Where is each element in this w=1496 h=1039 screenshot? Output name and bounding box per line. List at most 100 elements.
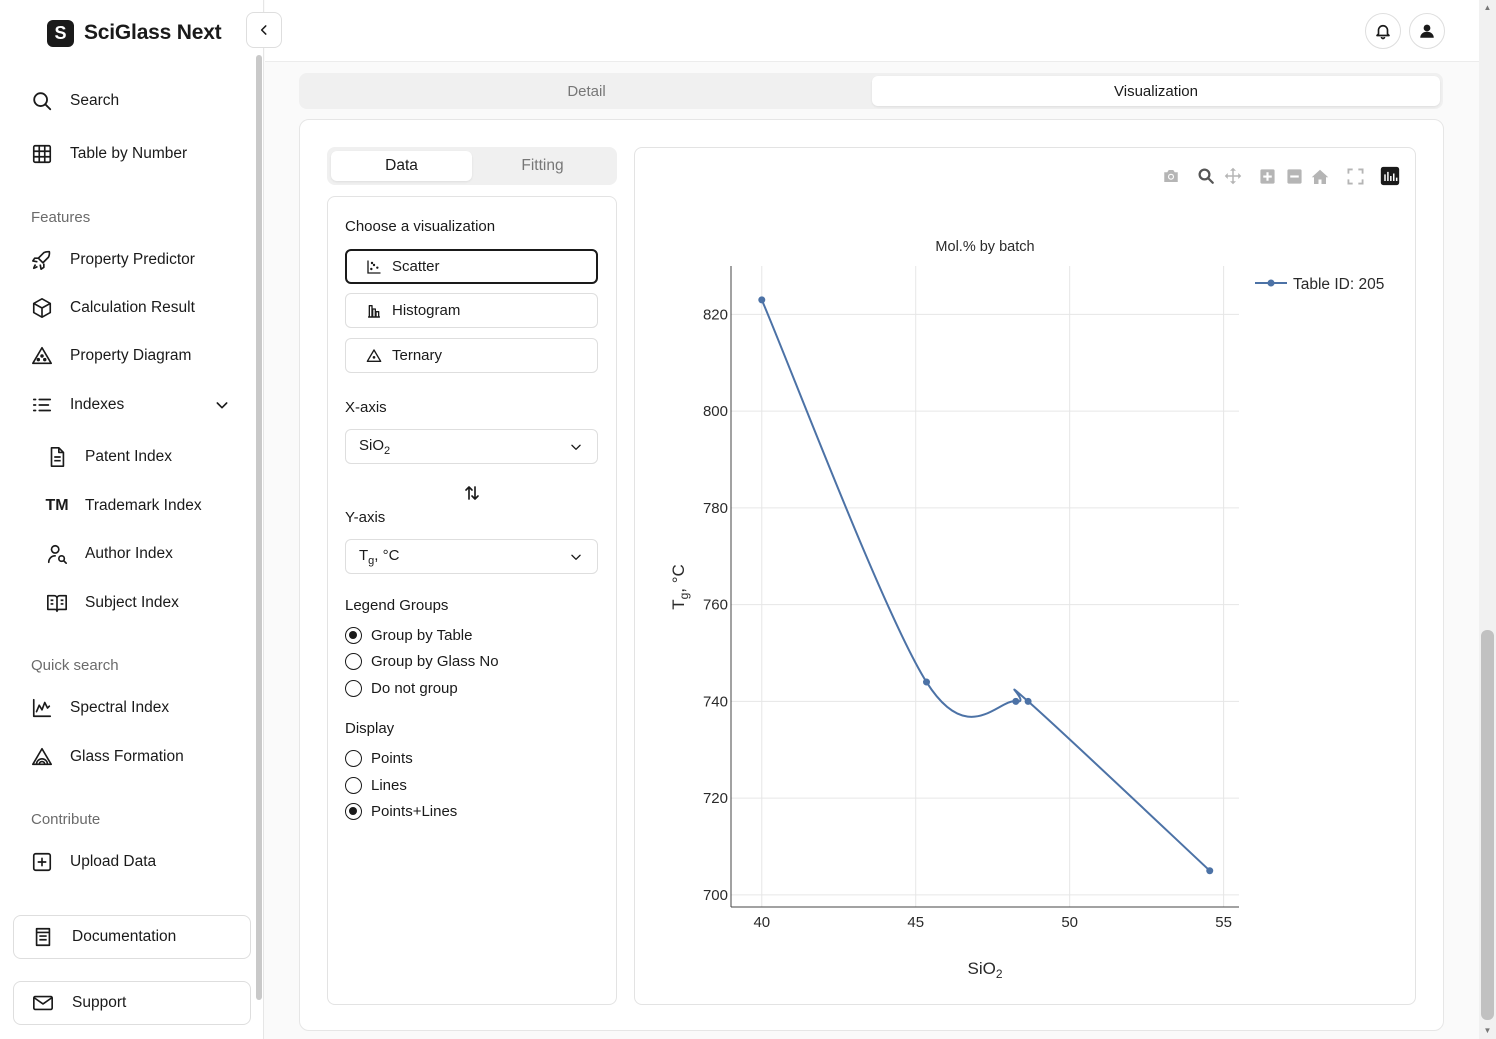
data-point xyxy=(1024,697,1032,705)
radio-label: Group by Table xyxy=(371,626,473,644)
radio-do-not-group[interactable]: Do not group xyxy=(345,678,458,698)
x-axis-value-main: SiO xyxy=(359,436,385,454)
support-button[interactable]: Support xyxy=(13,981,251,1025)
support-label: Support xyxy=(72,994,127,1011)
y-tick-label: 720 xyxy=(703,790,728,807)
sidebar: S SciGlass Next Search Table by Number F… xyxy=(0,0,264,1039)
documentation-label: Documentation xyxy=(72,928,177,945)
section-contribute: Contribute xyxy=(31,811,101,828)
x-tick-label: 55 xyxy=(1215,914,1232,931)
nav-item-patent-index[interactable]: Patent Index xyxy=(45,442,172,472)
scroll-up-arrow-icon[interactable]: ▲ xyxy=(1483,3,1492,12)
chevron-down-icon xyxy=(571,444,581,450)
display-title: Display xyxy=(345,720,395,737)
data-point xyxy=(1206,867,1214,875)
plot-panel xyxy=(634,147,1416,1005)
radio-points-lines[interactable]: Points+Lines xyxy=(345,801,457,821)
brand[interactable]: S SciGlass Next xyxy=(47,19,222,47)
tab-visualization[interactable]: Visualization xyxy=(872,76,1440,106)
pan-icon[interactable] xyxy=(1223,166,1243,186)
documentation-button[interactable]: Documentation xyxy=(13,915,251,959)
table-icon xyxy=(30,142,54,166)
nav-item-upload-data[interactable]: Upload Data xyxy=(30,847,156,877)
book-icon xyxy=(45,591,69,615)
radio-group-by-table[interactable]: Group by Table xyxy=(345,625,472,645)
tab-fitting[interactable]: Fitting xyxy=(521,157,564,174)
y-axis-title-sub: g xyxy=(677,593,691,600)
x-tick-label: 45 xyxy=(907,914,924,931)
scatter-button[interactable]: Scatter xyxy=(345,249,598,284)
user-icon xyxy=(1420,24,1434,38)
y-axis-title: Tg, °C xyxy=(669,564,691,610)
radio-group-by-glass-no[interactable]: Group by Glass No xyxy=(345,651,499,671)
chevron-down-icon xyxy=(571,554,581,560)
collapse-sidebar-button[interactable] xyxy=(246,12,282,48)
radio-label: Lines xyxy=(371,776,407,794)
notifications-button[interactable] xyxy=(1365,13,1401,49)
radio-points[interactable]: Points xyxy=(345,748,413,768)
radio-button[interactable] xyxy=(345,652,362,670)
chart-legend: Table ID: 205 xyxy=(1255,276,1384,293)
y-axis-label: Y-axis xyxy=(345,509,386,526)
home-icon[interactable] xyxy=(1310,166,1330,186)
tab-detail[interactable]: Detail xyxy=(567,82,606,100)
nav-item-author-index[interactable]: Author Index xyxy=(45,539,173,569)
radio-button[interactable] xyxy=(345,776,362,794)
y-tick-label: 780 xyxy=(703,500,728,517)
zoom-in-icon[interactable] xyxy=(1257,166,1277,186)
y-axis-title-suffix: , °C xyxy=(669,564,688,593)
nav-item-table-by-number[interactable]: Table by Number xyxy=(30,139,187,169)
trademark-icon: TM xyxy=(45,497,69,514)
fullscreen-icon[interactable] xyxy=(1345,166,1365,186)
nav-item-label: Patent Index xyxy=(85,448,173,465)
zoom-out-icon[interactable] xyxy=(1284,166,1304,186)
list-icon xyxy=(30,393,54,417)
nav-item-search[interactable]: Search xyxy=(30,86,119,116)
camera-icon[interactable] xyxy=(1161,166,1181,186)
swap-axes-button[interactable] xyxy=(462,483,482,503)
swap-vertical-icon xyxy=(465,486,479,500)
choose-visualization-title: Choose a visualization xyxy=(345,218,496,235)
radio-button[interactable] xyxy=(345,679,362,697)
nav-item-property-predictor[interactable]: Property Predictor xyxy=(30,245,195,275)
radio-lines[interactable]: Lines xyxy=(345,775,407,795)
nav-item-indexes[interactable]: Indexes xyxy=(30,390,124,420)
y-axis-value-main: T xyxy=(359,546,369,564)
ternary-button[interactable]: Ternary xyxy=(345,338,598,373)
nav-item-subject-index[interactable]: Subject Index xyxy=(45,588,179,618)
nav-item-calculation-result[interactable]: Calculation Result xyxy=(30,293,195,323)
nav-item-label: Upload Data xyxy=(70,853,157,870)
radio-button[interactable] xyxy=(345,749,362,767)
control-panel xyxy=(327,196,617,1005)
zoom-icon[interactable] xyxy=(1196,166,1216,186)
x-axis-value: SiO2 xyxy=(359,437,390,457)
nav-item-property-diagram[interactable]: Property Diagram xyxy=(30,341,191,371)
x-tick-label: 40 xyxy=(753,914,770,931)
scroll-down-arrow-icon[interactable]: ▼ xyxy=(1483,1026,1492,1035)
account-button[interactable] xyxy=(1409,13,1445,49)
histogram-button[interactable]: Histogram xyxy=(345,293,598,328)
sidebar-scrollbar[interactable] xyxy=(256,55,262,1000)
radio-button[interactable] xyxy=(345,626,362,644)
chart-title: Mol.% by batch xyxy=(935,239,1034,255)
page-scrollbar-thumb[interactable] xyxy=(1481,630,1494,1020)
x-axis-select[interactable]: SiO2 xyxy=(345,429,598,464)
x-axis-title-sub: 2 xyxy=(996,967,1003,981)
nav-item-spectral-index[interactable]: Spectral Index xyxy=(30,693,169,723)
ternary-label: Ternary xyxy=(392,347,443,364)
tab-data[interactable]: Data xyxy=(331,151,472,181)
y-axis-value-suffix: , °C xyxy=(374,546,400,564)
chevron-down-icon[interactable] xyxy=(212,395,232,415)
rocket-icon xyxy=(30,248,54,272)
nav-item-trademark-index[interactable]: TM Trademark Index xyxy=(45,491,201,521)
y-axis-select[interactable]: Tg, °C xyxy=(345,539,598,574)
grid-layer xyxy=(731,266,1239,907)
radio-button[interactable] xyxy=(345,802,362,820)
y-tick-label: 800 xyxy=(703,403,728,420)
brand-name: SciGlass Next xyxy=(84,21,222,44)
y-tick-label: 700 xyxy=(703,887,728,904)
plotly-logo-icon[interactable] xyxy=(1380,166,1400,186)
nav-item-glass-formation[interactable]: Glass Formation xyxy=(30,742,184,772)
glass-formation-icon xyxy=(30,745,54,769)
